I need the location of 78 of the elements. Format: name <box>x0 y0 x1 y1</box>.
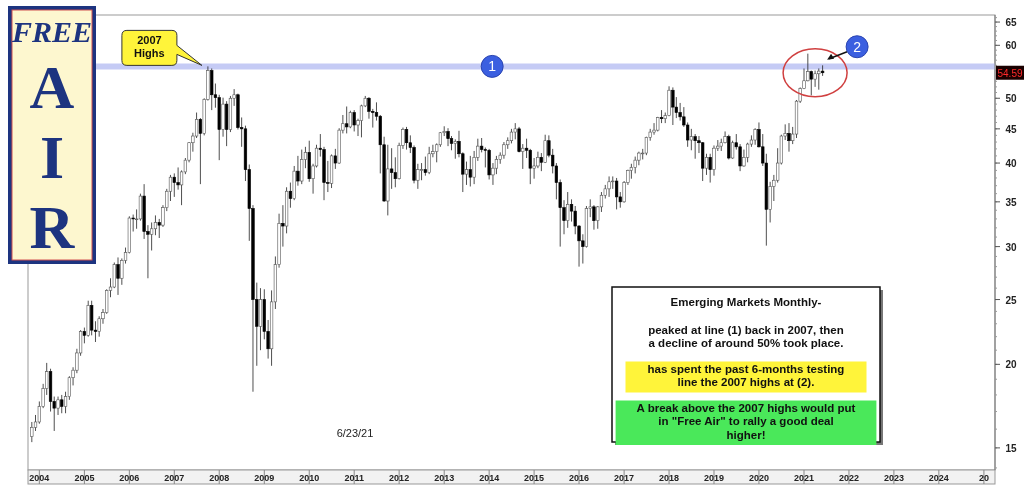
candlestick <box>352 109 356 132</box>
candlestick <box>390 147 394 190</box>
y-tick-label: 15 <box>1005 442 1017 454</box>
x-tick-label: 2020 <box>748 473 769 483</box>
candlestick <box>157 218 161 239</box>
candlestick <box>281 204 285 247</box>
candlestick <box>423 156 427 177</box>
candlestick <box>521 143 525 170</box>
candlestick <box>607 176 611 198</box>
candlestick <box>787 122 791 153</box>
x-tick-label: 2010 <box>299 473 320 483</box>
x-tick-label: 2022 <box>838 473 859 483</box>
x-tick-label: 2023 <box>883 473 904 483</box>
candlestick <box>453 138 457 160</box>
x-tick-label: 2008 <box>209 473 230 483</box>
y-tick-label: 25 <box>1005 294 1017 306</box>
x-tick-label: 2013 <box>434 473 455 483</box>
annotation: peaked at line (1) back in 2007, then a decline of around 50% took place. <box>648 323 844 349</box>
annotation: A break above the 2007 highs would put in "Free Air" to rally a good deal higher! <box>636 401 856 441</box>
candlestick <box>464 161 469 186</box>
x-tick-label: 2004 <box>29 473 50 483</box>
candlestick <box>708 153 712 183</box>
candlestick <box>689 128 693 151</box>
candlestick <box>809 70 813 96</box>
candlestick <box>704 153 709 176</box>
candlestick <box>416 163 420 190</box>
x-tick-label: 2005 <box>74 473 95 483</box>
annotation: 1 <box>488 58 497 75</box>
candlestick <box>446 127 450 147</box>
candlestick <box>693 133 697 160</box>
x-tick-label: 20 <box>978 473 989 483</box>
annotation: 2 <box>853 38 862 55</box>
x-tick-label: 2006 <box>119 473 140 483</box>
annotation: has spent the past 6-months testing line the 2007 highs at (2). <box>647 362 845 388</box>
candlestick <box>427 146 431 175</box>
candlestick <box>468 155 472 187</box>
candlestick <box>539 152 543 172</box>
y-tick-label: 35 <box>1005 196 1017 208</box>
x-tick-label: 2019 <box>703 473 725 483</box>
candlestick <box>60 394 64 414</box>
candlestick <box>288 182 293 209</box>
x-tick-label: 2009 <box>254 473 275 483</box>
free-air-sign: FREE AIR <box>8 6 96 264</box>
y-tick-label: 45 <box>1005 123 1017 135</box>
y-tick-label: 40 <box>1005 158 1017 170</box>
candlestick <box>821 64 825 77</box>
x-tick-label: 2012 <box>389 473 410 483</box>
x-tick-label: 2024 <box>928 473 949 483</box>
x-tick-label: 2011 <box>344 473 364 483</box>
candlestick <box>198 117 202 185</box>
candlestick <box>404 126 409 150</box>
y-tick-label: 50 <box>1005 93 1017 105</box>
candlestick <box>419 162 424 181</box>
x-tick-label: 2014 <box>479 473 500 483</box>
x-tick-label: 2007 <box>164 473 185 483</box>
y-tick-label: 30 <box>1005 241 1017 253</box>
annotation: 6/23/21 <box>336 427 374 439</box>
annotation: Emerging Markets Monthly- <box>670 296 822 308</box>
candlestick <box>300 149 304 185</box>
y-tick-label: 20 <box>1005 359 1017 371</box>
x-tick-label: 2021 <box>794 473 815 483</box>
x-tick-label: 2018 <box>659 473 680 483</box>
y-tick-label: 60 <box>1005 40 1017 52</box>
x-tick-label: 2016 <box>569 473 590 483</box>
candlestick <box>727 134 731 160</box>
candlestick <box>333 148 337 170</box>
x-tick-label: 2017 <box>614 473 635 483</box>
candlestick <box>116 257 120 296</box>
candlestick <box>296 155 300 187</box>
y-tick-label: 65 <box>1005 17 1017 29</box>
x-tick-label: 2015 <box>524 473 545 483</box>
candlestick <box>629 163 633 180</box>
annotation: FREE <box>10 15 93 48</box>
annotation: 2007 Highs <box>134 34 165 60</box>
candlestick <box>813 70 817 88</box>
candlestick <box>671 87 675 126</box>
candlestick <box>817 68 821 91</box>
annotation: AIR <box>29 53 76 261</box>
